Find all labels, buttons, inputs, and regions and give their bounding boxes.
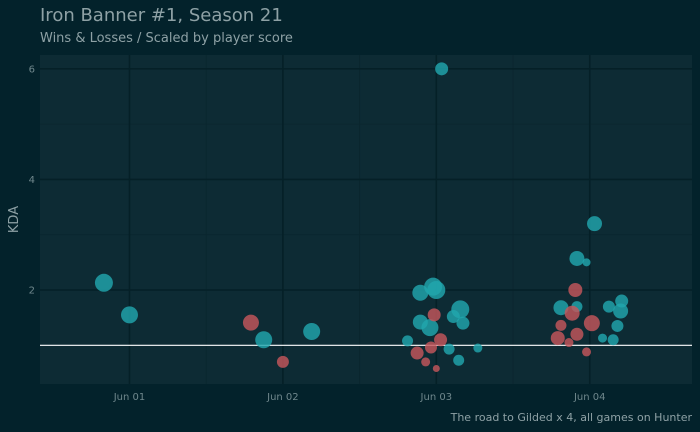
loss-point — [550, 331, 565, 346]
y-axis-ticks: 2 4 6 — [29, 64, 35, 296]
win-point — [611, 319, 624, 332]
plot-panel — [40, 55, 692, 384]
loss-point — [276, 355, 289, 368]
loss-point — [242, 314, 259, 331]
win-point — [120, 306, 138, 324]
x-axis-ticks: Jun 01 Jun 02 Jun 03 Jun 04 — [113, 392, 606, 403]
win-point — [598, 333, 608, 343]
win-point — [443, 343, 455, 355]
win-point — [473, 343, 483, 353]
x-tick-label: Jun 04 — [573, 392, 606, 403]
win-point — [453, 354, 465, 366]
x-tick-label: Jun 02 — [266, 392, 299, 403]
chart-title: Iron Banner #1, Season 21 — [40, 5, 283, 26]
win-point — [615, 294, 629, 308]
y-tick-label: 2 — [29, 286, 35, 297]
loss-point — [570, 327, 584, 341]
loss-point — [582, 347, 592, 357]
y-axis-label: KDA — [7, 206, 22, 233]
minor-grid — [40, 55, 692, 384]
win-point — [303, 322, 321, 340]
win-point — [451, 300, 470, 319]
win-point — [435, 62, 449, 76]
loss-point — [555, 319, 567, 331]
y-tick-label: 4 — [29, 175, 35, 186]
win-point — [456, 316, 470, 330]
loss-point — [568, 283, 583, 297]
x-tick-label: Jun 01 — [113, 392, 146, 403]
loss-point — [424, 341, 437, 354]
y-tick-label: 6 — [29, 64, 35, 75]
chart-subtitle: Wins & Losses / Scaled by player score — [40, 31, 293, 46]
win-point — [607, 334, 619, 346]
loss-point — [564, 305, 580, 321]
data-points — [94, 62, 629, 373]
win-point — [582, 258, 591, 267]
win-point — [427, 281, 446, 299]
loss-point — [583, 315, 600, 332]
win-point — [255, 331, 273, 349]
win-point — [587, 216, 603, 232]
win-point — [402, 335, 414, 347]
win-point — [412, 284, 429, 301]
win-point — [553, 300, 569, 316]
loss-point — [410, 346, 424, 360]
loss-point — [564, 338, 574, 348]
chart-caption: The road to Gilded x 4, all games on Hun… — [450, 411, 692, 424]
loss-point — [427, 308, 441, 322]
win-point — [94, 273, 113, 292]
win-point — [613, 303, 629, 319]
loss-point — [421, 357, 431, 367]
x-tick-label: Jun 03 — [420, 392, 453, 403]
loss-point — [432, 365, 440, 373]
win-point — [602, 300, 615, 313]
win-point — [421, 319, 439, 337]
win-point — [569, 250, 585, 266]
loss-point — [434, 333, 448, 347]
